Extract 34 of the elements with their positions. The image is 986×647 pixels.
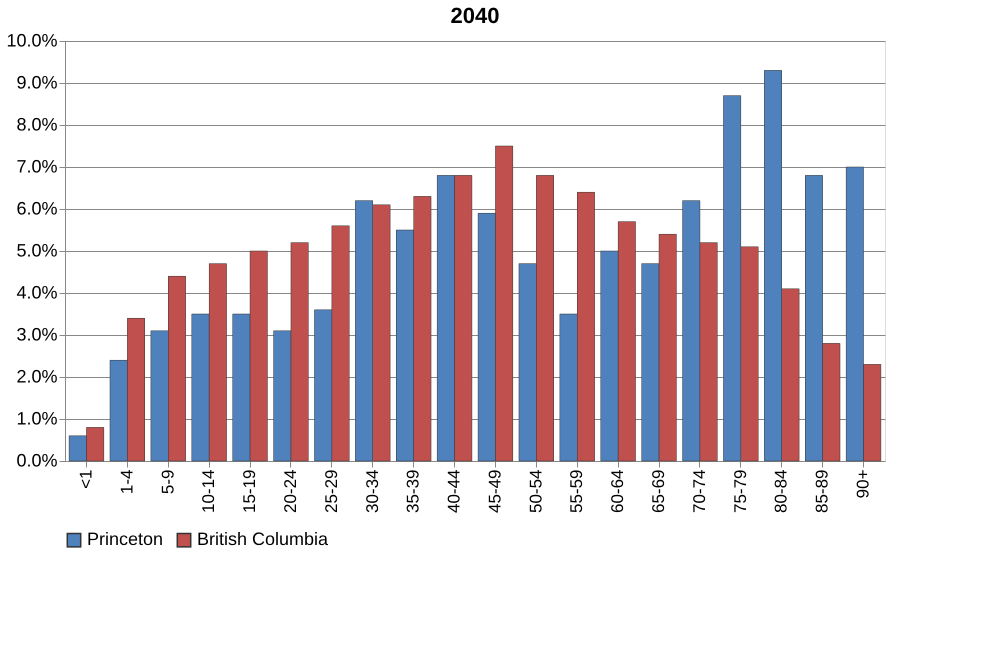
x-tick-label: 45-49 (485, 470, 504, 513)
x-tick-label: 15-19 (240, 470, 260, 513)
y-tick-label: 10.0% (6, 30, 58, 50)
x-tick-label: 85-89 (812, 470, 832, 513)
y-tick-label: 7.0% (16, 156, 58, 176)
x-tick-label: 65-69 (649, 470, 668, 513)
legend-label: British Columbia (197, 529, 330, 550)
x-tick-label: <1 (76, 470, 96, 489)
y-tick-label: 0.0% (16, 450, 58, 470)
x-tick-label: 30-34 (362, 470, 382, 513)
legend-label: Princeton (87, 529, 164, 550)
chart-title: 2040 (450, 3, 500, 28)
y-tick-label: 8.0% (16, 114, 58, 134)
x-tick-label: 80-84 (772, 470, 791, 513)
x-tick-label: 90+ (854, 469, 873, 498)
x-tick-label: 20-24 (280, 470, 300, 513)
y-tick-label: 1.0% (16, 408, 58, 428)
x-tick-label: 55-59 (567, 470, 586, 513)
x-tick-label: 60-64 (608, 470, 628, 513)
y-tick-label: 4.0% (16, 282, 58, 302)
x-tick-label: 75-79 (730, 470, 750, 513)
x-tick-label: 10-14 (199, 470, 218, 513)
y-tick-label: 2.0% (16, 366, 58, 386)
x-tick-label: 5-9 (158, 470, 178, 494)
x-tick-label: 50-54 (526, 470, 546, 513)
y-tick-label: 5.0% (16, 240, 58, 260)
x-tick-label: 70-74 (690, 470, 709, 513)
y-tick-label: 9.0% (16, 72, 58, 92)
y-tick-label: 6.0% (16, 198, 58, 218)
x-tick-label: 25-29 (322, 470, 341, 513)
x-tick-label: 35-39 (404, 470, 423, 513)
y-tick-label: 3.0% (16, 324, 58, 344)
x-tick-label: 40-44 (444, 470, 464, 513)
x-tick-label: 1-4 (117, 470, 136, 494)
